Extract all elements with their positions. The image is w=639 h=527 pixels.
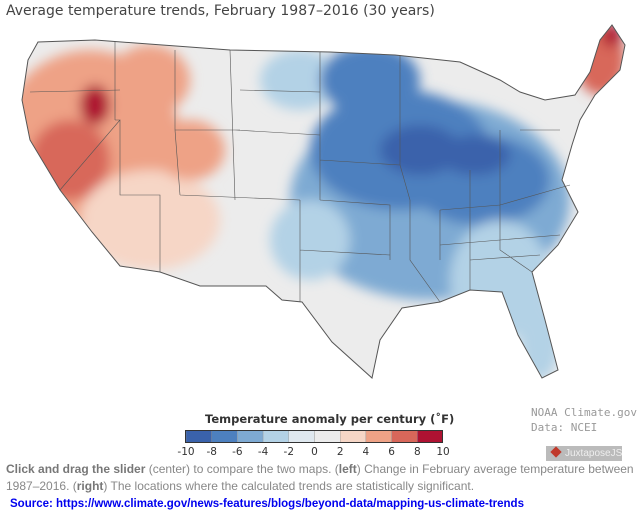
legend-tick: -6: [232, 446, 243, 458]
legend-tick: 0: [311, 446, 318, 458]
legend-swatch: [314, 430, 341, 443]
map-title: Average temperature trends, February 198…: [6, 3, 435, 19]
credit-data: Data: NCEI: [531, 421, 598, 434]
legend-swatch: [237, 430, 264, 443]
legend-swatch: [339, 430, 367, 443]
legend-color-bar: [185, 430, 443, 443]
legend-tick: -8: [206, 446, 217, 458]
legend-swatch: [417, 430, 443, 443]
caption: Click and drag the slider (center) to co…: [6, 462, 634, 493]
legend-tick: 2: [336, 446, 344, 458]
legend-tick: 6: [388, 446, 395, 458]
legend-tick: -2: [283, 446, 295, 458]
legend-tick: -10: [177, 446, 195, 458]
legend-tick: 10: [436, 446, 450, 458]
legend-tick: 8: [413, 446, 421, 458]
legend-swatch: [262, 430, 289, 443]
source-link[interactable]: https://www.climate.gov/news-features/bl…: [56, 498, 524, 510]
footer: Click and drag the slider (center) to co…: [6, 461, 636, 511]
legend-swatch: [211, 430, 238, 443]
temperature-trend-map[interactable]: [0, 22, 639, 407]
source-line: Source: https://www.climate.gov/news-fea…: [10, 498, 524, 510]
legend-title: Temperature anomaly per century (˚F): [205, 412, 455, 426]
legend-tick: 4: [362, 446, 370, 458]
legend-tick: -4: [257, 446, 269, 458]
state-borders: [29, 42, 571, 303]
diamond-icon: [550, 446, 562, 458]
legend-swatch: [185, 430, 212, 443]
credit-noaa: NOAA Climate.gov: [531, 406, 637, 419]
legend-swatch: [288, 430, 315, 443]
legend-swatch: [365, 430, 392, 443]
legend-swatch: [391, 430, 418, 443]
juxtapose-badge[interactable]: JuxtaposeJS: [546, 446, 622, 461]
